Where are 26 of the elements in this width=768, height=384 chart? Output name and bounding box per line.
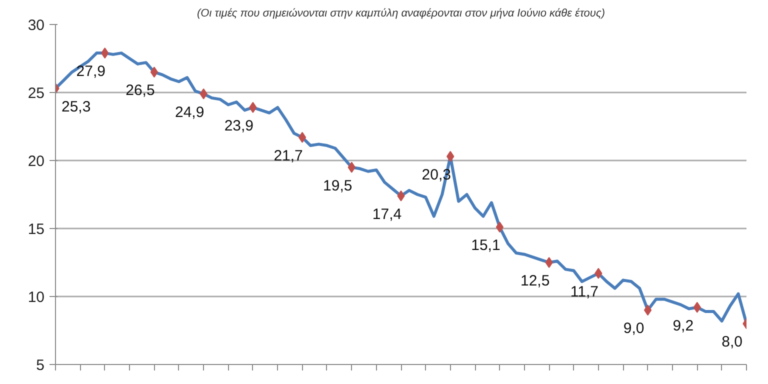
data-label: 21,7	[274, 147, 303, 164]
y-tick-label: 5	[36, 357, 44, 374]
y-tick-label: 25	[28, 85, 45, 102]
data-label: 8,0	[722, 334, 743, 351]
point	[298, 132, 306, 143]
data-label: 24,9	[174, 104, 204, 121]
y-tick-label: 10	[28, 289, 45, 306]
data-label: 27,9	[76, 63, 106, 80]
y-tick-label: 20	[28, 153, 45, 170]
data-label: 19,5	[323, 177, 352, 194]
y-tick-label: 30	[28, 17, 45, 34]
data-label: 23,9	[224, 117, 254, 134]
data-label: 11,7	[570, 283, 598, 300]
data-label: 9,2	[672, 317, 694, 334]
data-label: 12,5	[520, 272, 550, 290]
data-label: 26,5	[126, 82, 155, 100]
data-label: 25,3	[62, 98, 91, 116]
data-label: 15,1	[471, 237, 500, 254]
data-label: 9,0	[623, 320, 644, 338]
point	[150, 66, 158, 78]
chart-subtitle: (Οι τιμές που σημειώνονται στην καμπύλη αναφέρονται στον μήνα Ιούνιο κάθε έτους)	[197, 8, 606, 20]
point	[545, 257, 553, 268]
point	[644, 304, 652, 316]
y-tick-label: 15	[28, 221, 45, 238]
point	[496, 222, 504, 233]
data-label: 17,4	[372, 206, 402, 223]
